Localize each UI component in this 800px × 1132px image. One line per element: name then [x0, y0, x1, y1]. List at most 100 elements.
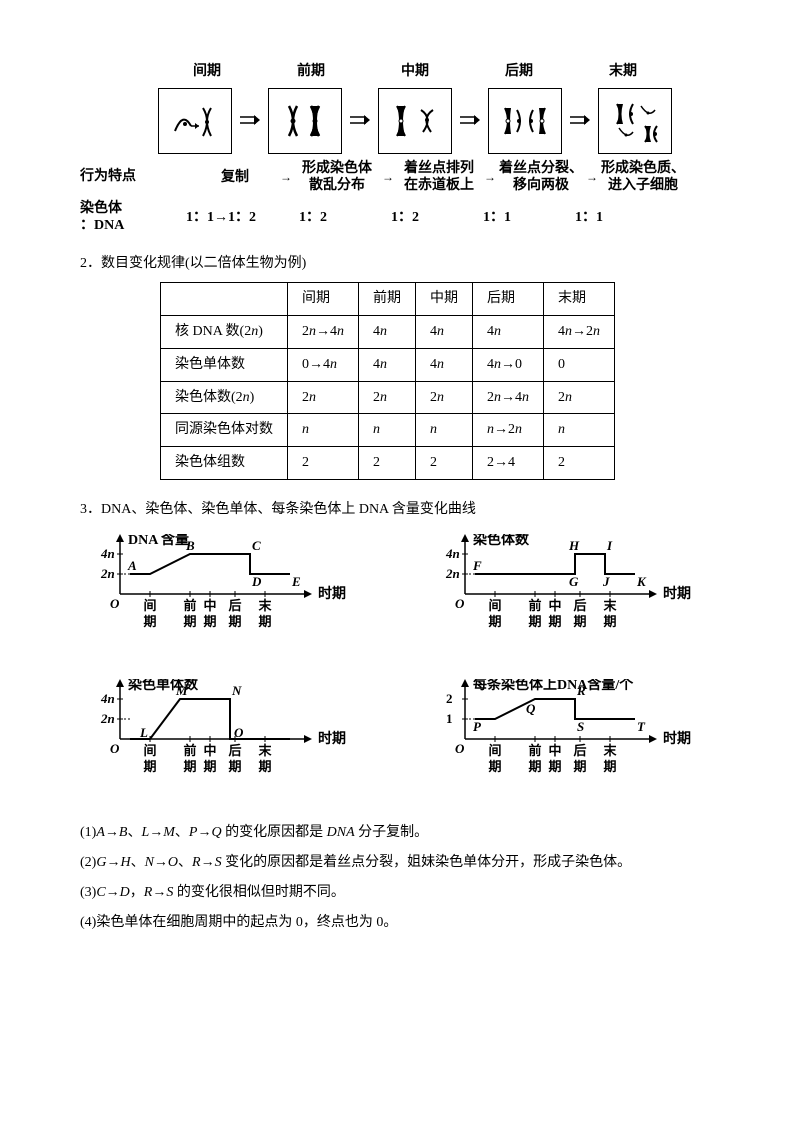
svg-text:G: G	[569, 574, 579, 589]
svg-text:每条染色体上DNA含量/个: 每条染色体上DNA含量/个	[473, 679, 634, 693]
arrow-icon: →	[382, 167, 394, 187]
table-header-cell	[161, 283, 288, 316]
svg-text:期: 期	[183, 759, 196, 774]
svg-text:时期: 时期	[663, 730, 691, 747]
svg-text:C: C	[252, 538, 261, 553]
phase-header-row: 间期前期中期后期末期	[80, 60, 750, 84]
svg-text:期: 期	[548, 759, 561, 774]
phase-label: 前期	[275, 60, 347, 84]
svg-text:中: 中	[203, 598, 216, 613]
table-cell: 2n	[288, 381, 359, 414]
mitosis-count-table: 间期前期中期后期末期核 DNA 数(2n)2n→4n4n4n4n4n→2n染色单…	[160, 282, 615, 480]
svg-text:E: E	[291, 574, 301, 589]
svg-text:DNA 含量: DNA 含量	[128, 534, 189, 548]
behavior-text: 形成染色体散乱分布	[292, 160, 382, 195]
section-3-title: 3．DNA、染色体、染色单体、每条染色体上 DNA 含量变化曲线	[80, 498, 750, 522]
table-cell: 4n	[359, 348, 416, 381]
svg-text:前: 前	[183, 743, 196, 758]
conclusion-notes: (1)A→B、L→M、P→Q 的变化原因都是 DNA 分子复制。(2)G→H、N…	[80, 821, 750, 934]
table-cell: 2n→4n	[288, 315, 359, 348]
note-item: (4)染色单体在细胞周期中的起点为 0，终点也为 0。	[80, 911, 750, 935]
table-row: 染色单体数0→4n4n4n4n→00	[161, 348, 615, 381]
section-2-title: 2．数目变化规律(以二倍体生物为例)	[80, 252, 750, 276]
row-header-cell: 染色单体数	[161, 348, 288, 381]
table-cell: 4n	[473, 315, 544, 348]
cell-diagram-后期	[488, 88, 562, 154]
behavior-text: 着丝点排列在赤道板上	[394, 160, 484, 195]
svg-text:时期: 时期	[318, 585, 346, 602]
svg-text:1: 1	[446, 711, 453, 726]
table-row: 染色体数(2n)2n2n2n2n→4n2n	[161, 381, 615, 414]
svg-text:间: 间	[143, 598, 156, 613]
svg-text:染色单体数: 染色单体数	[128, 679, 199, 693]
cell-diagram-末期	[598, 88, 672, 154]
charts-grid: DNA 含量2n4nO间期前期中期后期末期时期ABCDE染色体数2n4nO间期前…	[100, 534, 750, 808]
table-cell: 2	[359, 447, 416, 480]
behavior-row: 行为特点复制→形成染色体散乱分布→着丝点排列在赤道板上→着丝点分裂、移向两极→形…	[80, 160, 750, 195]
row-header-cell: 核 DNA 数(2n)	[161, 315, 288, 348]
svg-text:D: D	[251, 574, 262, 589]
svg-text:后: 后	[573, 743, 586, 758]
figure-mitosis-phases: 间期前期中期后期末期 行为特点复制→形成染色体散乱分布→着丝点排列在赤道板上→着…	[80, 60, 750, 234]
svg-text:间: 间	[143, 743, 156, 758]
svg-text:前: 前	[528, 743, 541, 758]
svg-text:时期: 时期	[318, 730, 346, 747]
svg-text:H: H	[568, 538, 580, 553]
ratio-label: 染色体：DNA	[80, 201, 175, 235]
note-item: (1)A→B、L→M、P→Q 的变化原因都是 DNA 分子复制。	[80, 821, 750, 845]
table-cell: 2	[544, 447, 615, 480]
svg-text:R: R	[576, 683, 586, 698]
svg-text:期: 期	[528, 614, 541, 629]
svg-text:N: N	[231, 683, 242, 698]
row-header-cell: 染色体组数	[161, 447, 288, 480]
svg-text:2n: 2n	[100, 711, 115, 726]
table-cell: 4n	[359, 315, 416, 348]
note-item: (3)C→D，R→S 的变化很相似但时期不同。	[80, 881, 750, 905]
table-header-cell: 末期	[544, 283, 615, 316]
cell-diagram-间期	[158, 88, 232, 154]
table-cell: n	[544, 414, 615, 447]
phase-label: 末期	[587, 60, 659, 84]
svg-text:期: 期	[143, 614, 156, 629]
chart-2: 染色单体数2n4nO间期前期中期后期末期时期LMNO	[100, 679, 405, 808]
table-cell: 4n	[416, 348, 473, 381]
svg-text:S: S	[577, 719, 584, 734]
ratio-value: 1：2	[359, 206, 451, 230]
table-cell: 2	[416, 447, 473, 480]
table-cell: 2	[288, 447, 359, 480]
svg-text:期: 期	[548, 614, 561, 629]
arrow-icon: →	[280, 167, 292, 187]
svg-text:期: 期	[573, 759, 586, 774]
table-cell: 2n	[416, 381, 473, 414]
svg-text:间: 间	[488, 598, 501, 613]
ratio-value: 1：1	[451, 206, 543, 230]
svg-text:期: 期	[258, 759, 271, 774]
svg-text:M: M	[175, 683, 188, 698]
cell-diagram-前期	[268, 88, 342, 154]
ratio-row: 染色体：DNA1：1→1：21：21：21：11：1	[80, 201, 750, 235]
svg-text:4n: 4n	[100, 691, 115, 706]
svg-text:期: 期	[573, 614, 586, 629]
ratio-value: 1：1	[543, 206, 635, 230]
svg-text:时期: 时期	[663, 585, 691, 602]
svg-text:O: O	[455, 596, 465, 611]
svg-text:染色体数: 染色体数	[473, 534, 530, 548]
svg-text:T: T	[637, 719, 646, 734]
svg-text:O: O	[110, 741, 120, 756]
svg-text:后: 后	[573, 598, 586, 613]
svg-text:中: 中	[203, 743, 216, 758]
row-header-cell: 染色体数(2n)	[161, 381, 288, 414]
svg-text:A: A	[127, 558, 137, 573]
cell-diagram-中期	[378, 88, 452, 154]
svg-text:I: I	[606, 538, 613, 553]
svg-text:期: 期	[203, 614, 216, 629]
arrow-icon	[460, 106, 480, 137]
svg-text:期: 期	[258, 614, 271, 629]
arrow-icon	[570, 106, 590, 137]
svg-text:期: 期	[143, 759, 156, 774]
svg-text:间: 间	[488, 743, 501, 758]
svg-text:K: K	[636, 574, 647, 589]
behavior-text: 形成染色质、进入子细胞	[598, 160, 688, 195]
table-header-cell: 中期	[416, 283, 473, 316]
svg-text:O: O	[234, 725, 244, 740]
